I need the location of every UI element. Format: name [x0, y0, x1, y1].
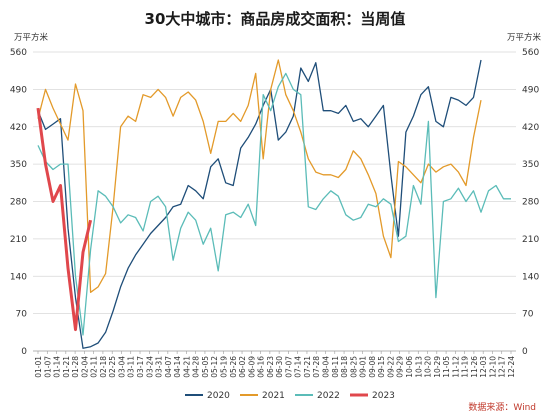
x-tick-label: 08-04 [322, 356, 331, 378]
x-tick-label: 09-08 [368, 356, 377, 378]
x-tick-label: 01-14 [53, 356, 62, 378]
x-tick-label: 07-14 [294, 356, 303, 378]
y-tick-label-left: 70 [16, 310, 28, 320]
x-tick-label: 10-29 [433, 356, 442, 378]
x-tick-label: 05-19 [219, 356, 228, 378]
x-tick-label: 02-11 [90, 356, 99, 378]
x-tick-label: 07-21 [303, 356, 312, 378]
x-tick-label: 03-31 [155, 356, 164, 378]
x-tick-label: 03-17 [136, 356, 145, 378]
y-tick-label-right: 0 [522, 347, 528, 357]
x-tick-label: 09-15 [377, 356, 386, 378]
x-tick-label: 03-24 [145, 356, 154, 378]
y-tick-label-left: 210 [10, 235, 27, 245]
y-axis-unit-left: 万平方米 [14, 32, 49, 43]
x-tick-label: 06-30 [275, 356, 284, 378]
x-tick-label: 07-07 [284, 356, 293, 378]
x-tick-label: 05-12 [210, 356, 219, 378]
x-tick-label: 10-06 [405, 356, 414, 378]
x-tick-label: 12-17 [498, 356, 507, 378]
x-tick-label: 11-26 [470, 356, 479, 378]
series-line-2022 [37, 72, 511, 336]
x-tick-label: 02-25 [108, 356, 117, 378]
y-tick-label-left: 490 [10, 85, 27, 95]
x-tick-label: 05-26 [229, 356, 238, 378]
x-tick-label: 06-02 [238, 356, 247, 378]
x-tick-label: 07-28 [312, 356, 321, 378]
x-tick-label: 04-28 [192, 356, 201, 378]
y-tick-label-left: 420 [10, 123, 27, 133]
y-tick-label-right: 140 [522, 272, 539, 282]
x-tick-label: 08-25 [349, 356, 358, 378]
x-tick-label: 12-10 [488, 356, 497, 378]
x-tick-label: 06-23 [266, 356, 275, 378]
y-tick-label-right: 420 [522, 123, 539, 133]
x-tick-label: 12-03 [479, 356, 488, 378]
x-tick-label: 09-22 [386, 356, 395, 378]
x-tick-label: 04-21 [182, 356, 191, 378]
x-tick-label: 04-07 [164, 356, 173, 378]
series-line-2023 [36, 107, 93, 332]
x-tick-label: 03-11 [127, 356, 136, 378]
x-tick-label: 11-05 [442, 356, 451, 378]
x-tick-label: 03-04 [117, 356, 126, 378]
x-tick-label: 02-18 [99, 356, 108, 378]
x-tick-label: 10-20 [424, 356, 433, 378]
chart-title: 30大中城市：商品房成交面积：当周值 [144, 10, 406, 28]
x-tick-label: 10-13 [414, 356, 423, 378]
x-tick-label: 05-05 [201, 356, 210, 378]
y-axis-unit-right: 万平方米 [507, 32, 542, 43]
y-tick-label-right: 350 [522, 160, 539, 170]
x-tick-label: 02-04 [80, 356, 89, 378]
x-tick-label: 04-14 [173, 356, 182, 378]
series-line-2020 [37, 59, 482, 349]
y-tick-label-left: 0 [21, 347, 27, 357]
y-tick-label-right: 280 [522, 198, 539, 208]
y-tick-label-left: 280 [10, 198, 27, 208]
x-tick-label: 09-29 [396, 356, 405, 378]
x-tick-label: 01-01 [34, 356, 43, 378]
legend-label-2023: 2023 [372, 391, 395, 401]
source-note: 数据来源：Wind [468, 403, 536, 413]
y-tick-label-left: 350 [10, 160, 27, 170]
x-tick-label: 09-01 [359, 356, 368, 378]
x-tick-label: 08-11 [331, 356, 340, 378]
y-tick-label-right: 560 [522, 48, 539, 58]
series-line-2021 [37, 59, 482, 293]
y-tick-label-left: 140 [10, 272, 27, 282]
y-tick-label-left: 560 [10, 48, 27, 58]
x-tick-label: 01-21 [62, 356, 71, 378]
x-tick-label: 06-09 [247, 356, 256, 378]
y-tick-label-right: 210 [522, 235, 539, 245]
legend-label-2021: 2021 [262, 391, 285, 401]
x-tick-label: 01-07 [43, 356, 52, 378]
x-tick-label: 01-28 [71, 356, 80, 378]
x-tick-label: 12-24 [507, 356, 516, 378]
y-tick-label-right: 70 [522, 310, 534, 320]
y-tick-label-right: 490 [522, 85, 539, 95]
x-tick-label: 06-16 [257, 356, 266, 378]
legend-label-2022: 2022 [317, 391, 340, 401]
x-tick-label: 11-12 [451, 356, 460, 378]
x-tick-label: 11-19 [461, 356, 470, 378]
legend-label-2020: 2020 [207, 391, 230, 401]
x-tick-label: 08-18 [340, 356, 349, 378]
